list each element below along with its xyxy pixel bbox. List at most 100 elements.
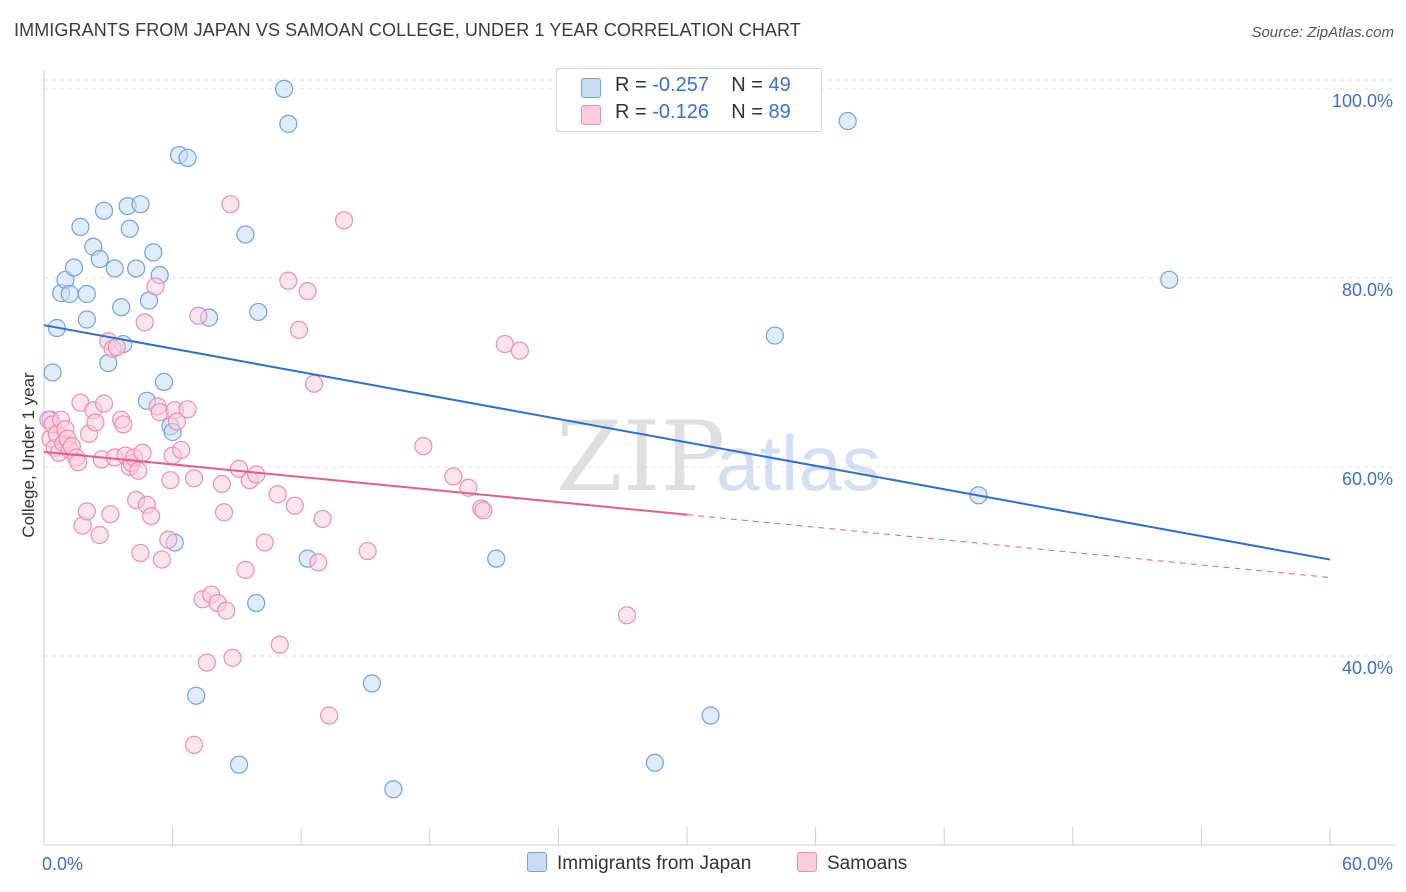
japan-point: [131, 195, 150, 214]
samoan-r-value: -0.126: [652, 101, 709, 123]
samoan-point: [172, 440, 191, 460]
samoan-point: [223, 648, 242, 667]
y-tick-labels: 40.0% 60.0% 80.0% 100.0%: [1332, 91, 1393, 678]
japan-r-label: R =: [615, 74, 653, 96]
correlation-legend: R = -0.257 N = 49 R = -0.126 N = 89: [556, 68, 822, 132]
japan-point: [384, 780, 403, 799]
japan-point: [77, 310, 96, 329]
japan-point: [229, 755, 249, 774]
samoan-point: [255, 533, 274, 552]
japan-point: [60, 284, 79, 304]
samoan-n-label: N =: [731, 101, 769, 123]
japan-point: [105, 259, 124, 278]
samoan-point: [167, 412, 186, 431]
samoan-point: [309, 553, 328, 572]
japan-point: [77, 284, 96, 304]
samoan-point: [94, 394, 114, 413]
samoan-point: [495, 334, 514, 354]
japan-point: [94, 201, 114, 220]
japan-n-value: 49: [768, 74, 791, 96]
japan-point: [274, 79, 294, 99]
japan-point: [279, 114, 298, 133]
samoan-point: [510, 341, 529, 360]
japan-point: [144, 243, 163, 262]
samoan-point: [617, 606, 637, 625]
samoan-point: [229, 459, 249, 478]
samoan-point: [279, 271, 298, 290]
y-tick-label-80: 80.0%: [1342, 280, 1393, 300]
bottom-legend-samoan[interactable]: Samoans: [797, 852, 907, 875]
japan-point: [90, 249, 109, 269]
japan-point: [43, 363, 62, 382]
y-tick-label-40: 40.0%: [1342, 658, 1393, 678]
source-credit: Source: ZipAtlas.com: [1251, 24, 1394, 41]
trend-lines: [43, 324, 1331, 579]
japan-point: [187, 686, 206, 705]
japan-point: [71, 217, 90, 236]
japan-point: [765, 326, 784, 345]
samoan-point: [298, 282, 317, 301]
samoan-point: [197, 653, 216, 672]
axes: [43, 70, 1395, 846]
samoan-point: [77, 502, 96, 521]
bottom-legend-japan[interactable]: Immigrants from Japan: [527, 852, 751, 875]
samoan-point: [212, 474, 231, 494]
chart-title: IMMIGRANTS FROM JAPAN VS SAMOAN COLLEGE,…: [14, 20, 801, 40]
samoan-point: [86, 413, 105, 432]
samoan-point: [217, 601, 236, 620]
japan-point: [154, 372, 174, 391]
samoan-swatch-icon: [581, 105, 601, 125]
samoan-point: [69, 453, 88, 472]
samoan-point: [474, 501, 493, 520]
samoan-point: [247, 465, 266, 484]
samoan-point: [159, 530, 178, 549]
y-tick-label-100: 100.0%: [1332, 91, 1393, 111]
samoan-point: [189, 306, 208, 325]
samoan-point: [270, 635, 289, 654]
japan-point: [247, 593, 266, 613]
samoan-point: [146, 277, 165, 296]
samoan-point: [268, 485, 287, 504]
japan-swatch-icon: [581, 78, 601, 98]
samoan-point: [107, 337, 126, 357]
samoan-point: [304, 374, 324, 393]
samoan-point: [221, 195, 240, 214]
samoan-point: [150, 403, 169, 422]
y-axis-label: College, Under 1 year: [19, 372, 38, 538]
samoan-point: [319, 706, 339, 725]
samoan-point: [135, 313, 154, 332]
samoan-point: [152, 550, 171, 569]
samoan-legend-label: Samoans: [827, 853, 908, 874]
japan-point: [645, 753, 664, 772]
japan-n-label: N =: [731, 74, 769, 96]
japan-r-value: -0.257: [652, 74, 709, 96]
watermark-zip: ZIP: [556, 401, 725, 513]
samoan-n-value: 89: [768, 101, 791, 123]
japan-point: [487, 549, 506, 568]
samoan-trend-line-extension: [686, 514, 1331, 579]
samoan-legend-swatch-icon: [797, 852, 817, 872]
samoan-point: [90, 525, 109, 545]
samoan-point: [313, 509, 332, 529]
japan-point: [127, 259, 146, 278]
samoan-point: [142, 506, 161, 526]
samoan-point: [133, 443, 152, 462]
japan-point: [1160, 270, 1179, 289]
samoan-point: [289, 320, 309, 340]
japan-point: [701, 706, 720, 725]
japan-point: [178, 148, 197, 167]
samoan-point: [129, 461, 148, 480]
x-tick-max: 60.0%: [1342, 854, 1393, 874]
samoan-point: [114, 415, 133, 434]
samoan-point: [101, 505, 120, 524]
japan-point: [64, 258, 84, 277]
japan-point: [120, 219, 139, 238]
samoan-point: [334, 211, 354, 230]
japan-point: [838, 111, 857, 131]
samoan-point: [161, 471, 180, 490]
samoan-point: [414, 437, 433, 456]
samoan-point: [184, 735, 204, 754]
samoan-point: [285, 496, 304, 515]
samoan-point: [184, 469, 204, 488]
